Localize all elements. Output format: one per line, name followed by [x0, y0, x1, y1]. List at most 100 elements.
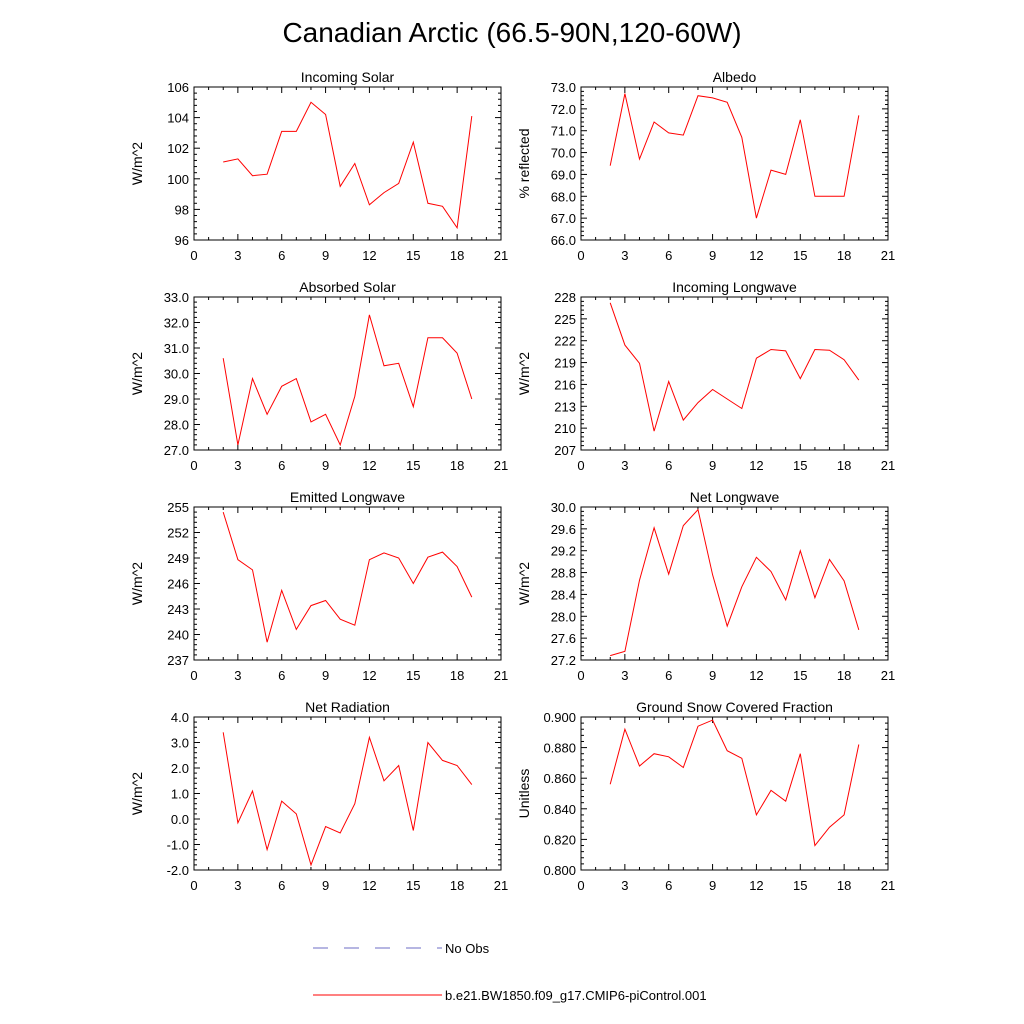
- x-tick-label: 12: [749, 248, 763, 263]
- plot-frame: [193, 86, 502, 241]
- x-tick-label: 21: [494, 458, 508, 473]
- series-line: [222, 314, 473, 447]
- y-tick-label: 0.900: [543, 710, 576, 725]
- x-tick-label: 12: [749, 878, 763, 893]
- x-tick-label: 0: [190, 248, 197, 263]
- y-tick-label: 32.0: [164, 316, 189, 331]
- y-tick-label: 69.0: [551, 167, 576, 182]
- x-tick-label: 6: [665, 668, 672, 683]
- y-tick-label: 33.0: [164, 290, 189, 305]
- y-tick-label: 27.6: [551, 631, 576, 646]
- y-tick-label: 0.880: [543, 741, 576, 756]
- series-line: [609, 302, 860, 432]
- y-tick-label: 102: [167, 141, 189, 156]
- plot-frame: [193, 506, 502, 661]
- y-tick-label: 225: [554, 312, 576, 327]
- y-tick-label: 28.4: [551, 587, 576, 602]
- x-tick-label: 6: [665, 248, 672, 263]
- y-tick-label: 2.0: [171, 761, 189, 776]
- x-tick-label: 15: [406, 458, 420, 473]
- legend-label-no-obs: No Obs: [445, 941, 490, 956]
- x-tick-label: 9: [322, 248, 329, 263]
- x-tick-label: 0: [190, 668, 197, 683]
- y-axis-label: % reflected: [516, 128, 532, 198]
- legend: No Obs b.e21.BW1850.f09_g17.CMIP6-piCont…: [313, 941, 707, 1003]
- x-tick-label: 3: [621, 458, 628, 473]
- y-tick-label: 249: [167, 551, 189, 566]
- y-tick-label: 72.0: [551, 102, 576, 117]
- y-tick-label: 243: [167, 602, 189, 617]
- y-tick-label: 68.0: [551, 189, 576, 204]
- x-tick-label: 3: [621, 248, 628, 263]
- x-tick-label: 18: [837, 878, 851, 893]
- chart-panel: 0 3 6 9 12 15 18 21 -2.0 -1.0 0.0 1.0 2.0 3.0 4.0 Net R…: [129, 699, 508, 893]
- y-tick-label: 0.820: [543, 832, 576, 847]
- x-tick-label: 0: [577, 668, 584, 683]
- y-tick-label: 29.6: [551, 522, 576, 537]
- x-tick-label: 3: [621, 878, 628, 893]
- x-tick-label: 3: [234, 878, 241, 893]
- y-tick-label: 228: [554, 290, 576, 305]
- chart-title: Albedo: [713, 69, 757, 85]
- x-tick-label: 0: [577, 878, 584, 893]
- x-tick-label: 18: [450, 668, 464, 683]
- y-tick-label: 31.0: [164, 341, 189, 356]
- y-tick-label: 104: [167, 111, 189, 126]
- y-axis-label: W/m^2: [516, 352, 532, 395]
- x-tick-label: 9: [709, 668, 716, 683]
- y-tick-label: 28.8: [551, 566, 576, 581]
- y-tick-label: 71.0: [551, 124, 576, 139]
- x-tick-label: 21: [494, 878, 508, 893]
- y-axis-label: W/m^2: [129, 562, 145, 605]
- x-tick-label: 21: [881, 668, 895, 683]
- x-tick-label: 9: [322, 668, 329, 683]
- x-tick-label: 12: [749, 458, 763, 473]
- y-tick-label: 73.0: [551, 80, 576, 95]
- y-tick-label: 3.0: [171, 736, 189, 751]
- x-tick-label: 0: [577, 458, 584, 473]
- y-tick-label: 222: [554, 334, 576, 349]
- x-tick-label: 9: [709, 248, 716, 263]
- y-tick-label: 0.860: [543, 771, 576, 786]
- series-line: [222, 511, 473, 643]
- y-tick-label: 246: [167, 577, 189, 592]
- y-tick-label: 216: [554, 377, 576, 392]
- chart-panel: 0 3 6 9 12 15 18 21 96 98 100 102 104 106 Incoming Sol…: [129, 69, 508, 263]
- x-tick-label: 12: [362, 458, 376, 473]
- y-tick-label: 106: [167, 80, 189, 95]
- y-tick-label: 0.0: [171, 812, 189, 827]
- legend-item-model-run: b.e21.BW1850.f09_g17.CMIP6-piControl.001: [313, 988, 707, 1003]
- plot-frame: [580, 506, 889, 661]
- y-tick-label: 27.0: [164, 443, 189, 458]
- chart-panel: 0 3 6 9 12 15 18 21 0.800 0.820 0.840 0.860 0.880 0.9…: [516, 699, 895, 893]
- x-tick-label: 0: [190, 878, 197, 893]
- plot-frame: [193, 716, 502, 871]
- x-tick-label: 9: [322, 458, 329, 473]
- x-tick-label: 15: [406, 878, 420, 893]
- x-tick-label: 12: [749, 668, 763, 683]
- x-tick-label: 12: [362, 248, 376, 263]
- plot-frame: [580, 86, 889, 241]
- y-tick-label: 30.0: [164, 367, 189, 382]
- chart-panel: 0 3 6 9 12 15 18 21 66.0 67.0 68.0 69.0 70.0 71.0 72.0…: [516, 69, 895, 263]
- x-tick-label: 15: [793, 458, 807, 473]
- y-tick-label: 30.0: [551, 500, 576, 515]
- x-tick-label: 15: [793, 878, 807, 893]
- chart-panel: 0 3 6 9 12 15 18 21 237 240 243 246 249 252 255 Emitted…: [129, 489, 508, 683]
- plot-frame: [193, 296, 502, 451]
- chart-panel: 0 3 6 9 12 15 18 21 27.0 28.0 29.0 30.0 31.0 32.0 33.0…: [129, 279, 508, 473]
- y-tick-label: 100: [167, 172, 189, 187]
- y-axis-label: W/m^2: [129, 772, 145, 815]
- x-tick-label: 18: [837, 248, 851, 263]
- chart-title: Emitted Longwave: [290, 489, 405, 505]
- x-tick-label: 21: [494, 248, 508, 263]
- x-tick-label: 0: [190, 458, 197, 473]
- chart-title: Absorbed Solar: [299, 279, 396, 295]
- x-tick-label: 18: [837, 668, 851, 683]
- figure-title: Canadian Arctic (66.5-90N,120-60W): [282, 17, 741, 48]
- x-tick-label: 15: [406, 668, 420, 683]
- series-line: [222, 732, 473, 867]
- y-tick-label: 252: [167, 526, 189, 541]
